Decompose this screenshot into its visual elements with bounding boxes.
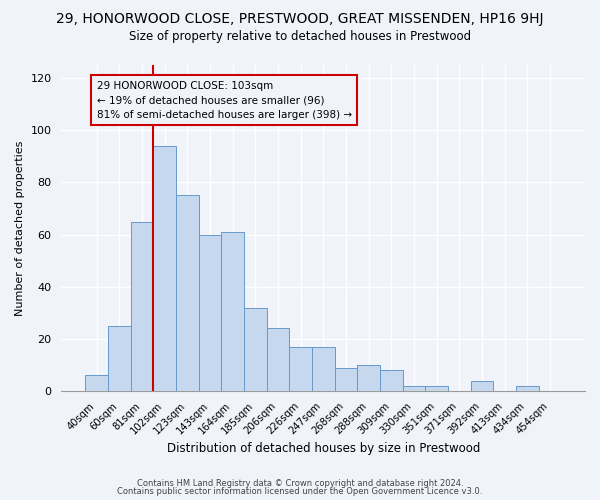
- Text: 29, HONORWOOD CLOSE, PRESTWOOD, GREAT MISSENDEN, HP16 9HJ: 29, HONORWOOD CLOSE, PRESTWOOD, GREAT MI…: [56, 12, 544, 26]
- Text: 29 HONORWOOD CLOSE: 103sqm
← 19% of detached houses are smaller (96)
81% of semi: 29 HONORWOOD CLOSE: 103sqm ← 19% of deta…: [97, 80, 352, 120]
- Bar: [289, 347, 312, 391]
- Bar: [153, 146, 176, 391]
- X-axis label: Distribution of detached houses by size in Prestwood: Distribution of detached houses by size …: [167, 442, 480, 455]
- Bar: [85, 376, 108, 391]
- Bar: [221, 232, 244, 391]
- Y-axis label: Number of detached properties: Number of detached properties: [15, 140, 25, 316]
- Bar: [380, 370, 403, 391]
- Bar: [425, 386, 448, 391]
- Text: Size of property relative to detached houses in Prestwood: Size of property relative to detached ho…: [129, 30, 471, 43]
- Bar: [516, 386, 539, 391]
- Bar: [312, 347, 335, 391]
- Bar: [470, 380, 493, 391]
- Bar: [335, 368, 357, 391]
- Text: Contains public sector information licensed under the Open Government Licence v3: Contains public sector information licen…: [118, 487, 482, 496]
- Text: Contains HM Land Registry data © Crown copyright and database right 2024.: Contains HM Land Registry data © Crown c…: [137, 478, 463, 488]
- Bar: [357, 365, 380, 391]
- Bar: [199, 234, 221, 391]
- Bar: [403, 386, 425, 391]
- Bar: [266, 328, 289, 391]
- Bar: [176, 196, 199, 391]
- Bar: [244, 308, 266, 391]
- Bar: [108, 326, 131, 391]
- Bar: [131, 222, 153, 391]
